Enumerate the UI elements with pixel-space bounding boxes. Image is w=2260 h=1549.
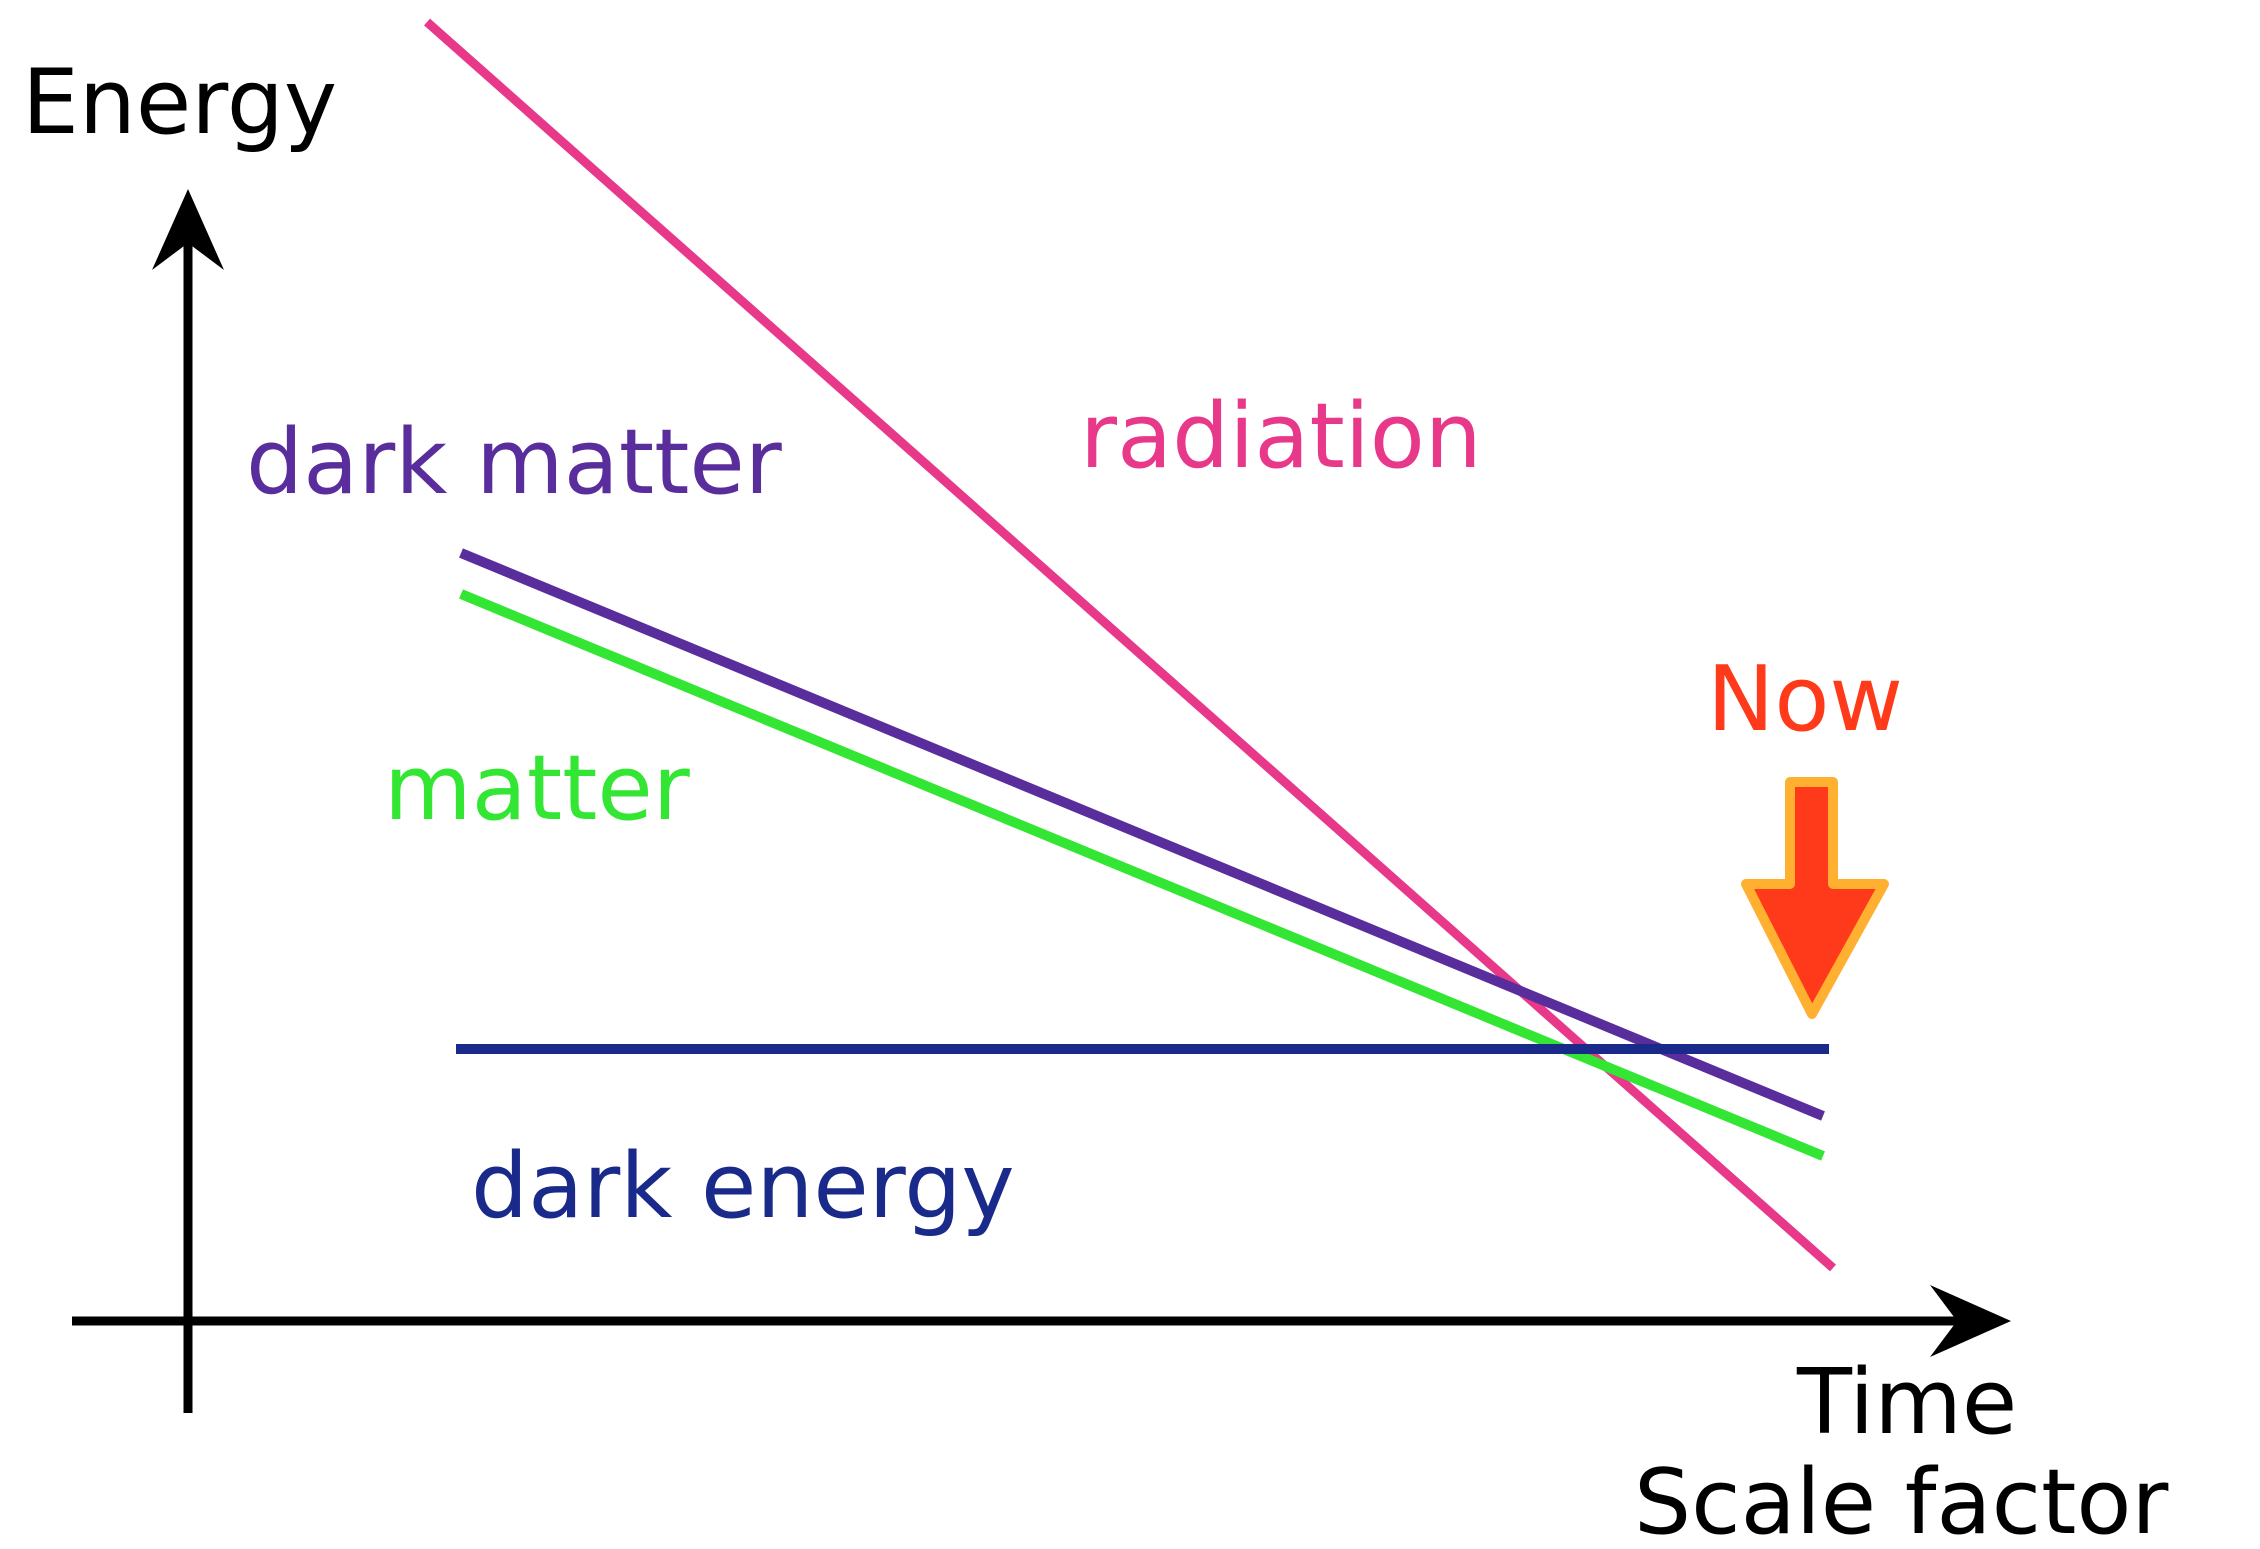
now-arrow <box>1741 777 1889 1019</box>
matter-label: matter <box>384 736 690 841</box>
now-label: Now <box>1707 647 1903 752</box>
radiation-line <box>424 18 1836 1272</box>
dark-energy-label: dark energy <box>471 1134 1015 1239</box>
x-axis-label: Time <box>1796 1350 2017 1455</box>
x-axis-label: Scale factor <box>1634 1450 2168 1549</box>
dark-matter-line <box>459 548 1825 1121</box>
matter-line <box>459 589 1825 1161</box>
radiation-label: radiation <box>1080 384 1482 489</box>
y-axis-label: Energy <box>22 50 337 155</box>
dark-matter-label: dark matter <box>246 410 782 515</box>
